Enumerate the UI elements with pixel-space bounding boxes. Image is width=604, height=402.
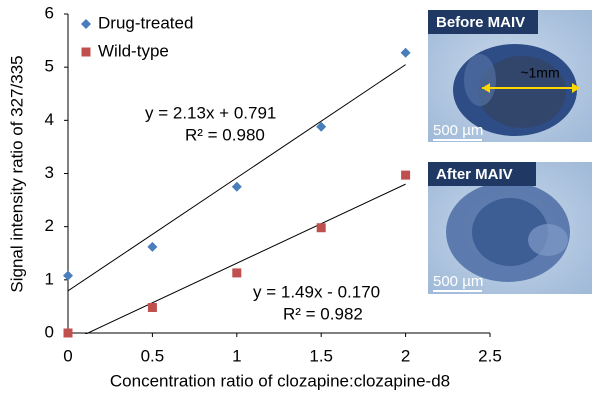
y-tick-label: 0: [45, 322, 54, 341]
y-tick-label: 2: [45, 216, 54, 235]
scale-label: ~1mm: [520, 65, 559, 81]
annotation: y = 2.13x + 0.791: [145, 103, 276, 122]
point: [231, 181, 242, 192]
point: [63, 270, 73, 281]
point: [401, 170, 411, 180]
annotation: y = 1.49x - 0.170: [253, 282, 380, 301]
trendline: [68, 64, 406, 292]
point: [400, 47, 411, 58]
legend-marker: [81, 19, 91, 29]
panel-title: Before MAIV: [436, 14, 525, 31]
panel: After MAIV 500 µm: [428, 162, 592, 294]
legend-label: Drug-treated: [98, 13, 193, 32]
scale-label: 500 µm: [433, 122, 483, 139]
x-tick-label: 1.5: [309, 346, 333, 365]
trendline: [84, 183, 406, 334]
panel-title: After MAIV: [436, 166, 513, 183]
x-tick-label: 0.5: [141, 346, 165, 365]
legend-marker: [81, 47, 91, 57]
trendlines: [68, 64, 406, 334]
annotation: R² = 0.982: [283, 304, 363, 323]
point: [316, 121, 327, 132]
point: [316, 223, 326, 233]
y-tick-label: 5: [45, 57, 54, 76]
y-tick-label: 4: [45, 110, 54, 129]
point: [232, 268, 242, 278]
x-tick-label: 2: [401, 346, 410, 365]
y-tick-label: 3: [45, 163, 54, 182]
panel: Before MAIV ~1mm 500 µm: [428, 10, 592, 142]
point: [147, 241, 158, 252]
x-axis-title: Concentration ratio of clozapine:clozapi…: [110, 371, 450, 390]
legend-label: Wild-type: [98, 41, 169, 60]
y-tick-label: 6: [45, 3, 54, 22]
x-tick-label: 2.5: [478, 346, 502, 365]
y-tick-label: 1: [45, 269, 54, 288]
point: [63, 328, 73, 338]
y-axis-title: Signal intensity ratio of 327/335: [7, 55, 26, 292]
annotation: R² = 0.980: [185, 125, 265, 144]
point: [147, 302, 157, 312]
x-tick-label: 0: [63, 346, 72, 365]
scale-label: 500 µm: [433, 273, 483, 290]
x-tick-label: 1: [232, 346, 241, 365]
